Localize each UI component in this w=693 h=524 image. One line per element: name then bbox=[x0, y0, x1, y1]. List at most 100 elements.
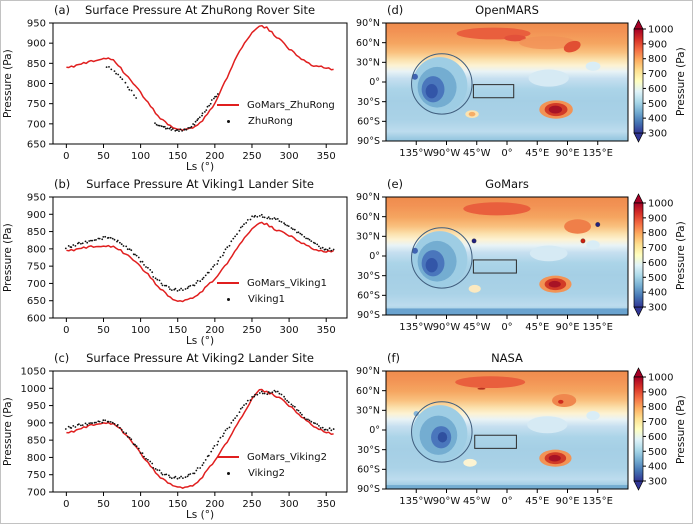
panel-d-letter: (d) bbox=[387, 3, 404, 17]
svg-text:135°E: 135°E bbox=[583, 322, 613, 333]
landing-region-box bbox=[474, 434, 517, 449]
svg-text:135°W: 135°W bbox=[399, 322, 433, 333]
svg-text:300: 300 bbox=[648, 129, 667, 140]
utopia-pale-spot bbox=[586, 240, 600, 250]
svg-text:150: 150 bbox=[168, 499, 187, 510]
panel-b: (b) Surface Pressure At Viking1 Lander S… bbox=[1, 175, 352, 349]
svg-text:0: 0 bbox=[63, 325, 69, 336]
svg-text:650: 650 bbox=[27, 140, 46, 151]
svg-text:135°W: 135°W bbox=[399, 496, 433, 507]
panel-f-title: (f) NASA bbox=[386, 351, 628, 365]
svg-text:45°W: 45°W bbox=[463, 322, 491, 333]
hellas-core bbox=[548, 280, 561, 288]
svg-text:0°: 0° bbox=[501, 496, 512, 507]
legend-label: Viking2 bbox=[248, 467, 286, 479]
svg-text:45°E: 45°E bbox=[525, 148, 549, 159]
legend-item: GoMars_ZhuRong bbox=[217, 97, 335, 113]
svg-text:60°N: 60°N bbox=[356, 386, 380, 397]
panel-c-letter: (c) bbox=[54, 351, 70, 365]
colorbar-label: Pressure (Pa) bbox=[675, 395, 687, 465]
chart-title: Surface Pressure At ZhuRong Rover Site bbox=[84, 3, 316, 17]
axes: 90°N 60°N 30°N 0° 30°S 60°S 90°S 135°W 90°W 45°W 0… bbox=[356, 192, 613, 333]
series-ZhuRong bbox=[105, 66, 219, 133]
series-GoMars_Viking1 bbox=[66, 221, 334, 303]
panel-e-title: (e) GoMars bbox=[386, 177, 628, 191]
chart-c-canvas: 700 750 800 850 900 950 1000 1050 0 50 100 150 200 25… bbox=[21, 367, 348, 510]
svg-text:30°S: 30°S bbox=[357, 271, 380, 282]
svg-text:90°N: 90°N bbox=[356, 366, 380, 377]
svg-text:0°: 0° bbox=[369, 251, 380, 262]
panel-f-letter: (f) bbox=[387, 351, 401, 365]
panel-c: (c) Surface Pressure At Viking2 Lander S… bbox=[1, 349, 352, 523]
svg-text:60°N: 60°N bbox=[356, 212, 380, 223]
map-e-canvas: 90°N 60°N 30°N 0° 30°S 60°S 90°S 135°W 90°W 45°W 0… bbox=[356, 192, 673, 333]
legend-item: GoMars_Viking1 bbox=[217, 275, 327, 291]
olympus-spot bbox=[411, 247, 418, 254]
x-axis-label: Ls (°) bbox=[185, 335, 215, 347]
svg-text:0°: 0° bbox=[501, 148, 512, 159]
svg-text:45°W: 45°W bbox=[463, 496, 491, 507]
svg-text:850: 850 bbox=[27, 227, 46, 238]
series-GoMars_ZhuRong bbox=[66, 24, 334, 132]
legend-b: GoMars_Viking1 Viking1 bbox=[217, 275, 327, 307]
svg-text:300: 300 bbox=[280, 499, 299, 510]
ne-high bbox=[564, 219, 592, 234]
utopia-pale-spot bbox=[586, 410, 600, 421]
svg-text:800: 800 bbox=[648, 228, 667, 239]
svg-text:90°E: 90°E bbox=[555, 322, 579, 333]
svg-text:200: 200 bbox=[205, 499, 224, 510]
svg-text:800: 800 bbox=[648, 54, 667, 65]
svg-text:30°S: 30°S bbox=[357, 97, 380, 108]
argyre-warm bbox=[463, 458, 477, 467]
legend-item: Viking2 bbox=[217, 465, 327, 481]
svg-text:300: 300 bbox=[280, 325, 299, 336]
colorbar: 300 400 500 600 700 800 900 1000 bbox=[633, 19, 673, 143]
legend-line-swatch bbox=[217, 456, 239, 458]
svg-text:90°S: 90°S bbox=[357, 136, 380, 147]
legend-label: GoMars_Viking1 bbox=[247, 277, 327, 289]
hellas-core bbox=[548, 105, 563, 114]
olympus-spot bbox=[411, 73, 418, 80]
midlat-warm bbox=[519, 36, 576, 50]
svg-text:700: 700 bbox=[27, 119, 46, 130]
svg-text:600: 600 bbox=[27, 314, 46, 325]
panel-a-title: (a) Surface Pressure At ZhuRong Rover Si… bbox=[53, 3, 347, 17]
x-axis-label: Ls (°) bbox=[185, 161, 215, 173]
svg-text:350: 350 bbox=[317, 499, 336, 510]
pale-tongue bbox=[529, 245, 568, 262]
legend-c: GoMars_Viking2 Viking2 bbox=[217, 449, 327, 481]
svg-text:900: 900 bbox=[648, 387, 667, 398]
svg-text:0: 0 bbox=[63, 151, 69, 162]
colorbar-label: Pressure (Pa) bbox=[675, 47, 687, 117]
svg-text:90°W: 90°W bbox=[433, 148, 461, 159]
map-f-canvas: 90°N 60°N 30°N 0° 30°S 60°S 90°S 135°W 90°W 45°W 0… bbox=[356, 366, 673, 507]
map-title: NASA bbox=[491, 351, 523, 365]
legend-line-swatch bbox=[217, 104, 239, 106]
svg-text:1000: 1000 bbox=[648, 25, 673, 36]
svg-text:0°: 0° bbox=[369, 77, 380, 88]
svg-text:90°E: 90°E bbox=[555, 496, 579, 507]
legend-label: Viking1 bbox=[248, 293, 286, 305]
south-polar-band bbox=[386, 485, 628, 489]
tharsis-low-core bbox=[437, 431, 448, 443]
legend-label: GoMars_ZhuRong bbox=[247, 99, 335, 111]
svg-text:850: 850 bbox=[27, 59, 46, 70]
pale-tongue bbox=[528, 69, 569, 87]
svg-text:500: 500 bbox=[648, 99, 667, 110]
svg-text:45°W: 45°W bbox=[463, 148, 491, 159]
svg-text:950: 950 bbox=[27, 193, 46, 204]
svg-text:950: 950 bbox=[27, 19, 46, 30]
svg-text:900: 900 bbox=[648, 213, 667, 224]
landing-region-box bbox=[472, 259, 517, 274]
chart-b-canvas: 600 650 700 750 800 850 900 950 0 50 100 150 200 250 3… bbox=[27, 193, 348, 336]
svg-text:45°E: 45°E bbox=[525, 496, 549, 507]
panel-d: (d) OpenMARS 90°N 60°N 30°N 0° 30°S 60°S 90°S 1… bbox=[352, 1, 692, 175]
svg-text:900: 900 bbox=[27, 418, 46, 429]
panel-e-letter: (e) bbox=[387, 177, 404, 191]
chart-title: Surface Pressure At Viking2 Lander Site bbox=[86, 351, 314, 365]
svg-text:150: 150 bbox=[168, 151, 187, 162]
svg-text:100: 100 bbox=[131, 151, 150, 162]
pale-tongue bbox=[527, 416, 568, 434]
svg-text:60°S: 60°S bbox=[357, 465, 380, 476]
